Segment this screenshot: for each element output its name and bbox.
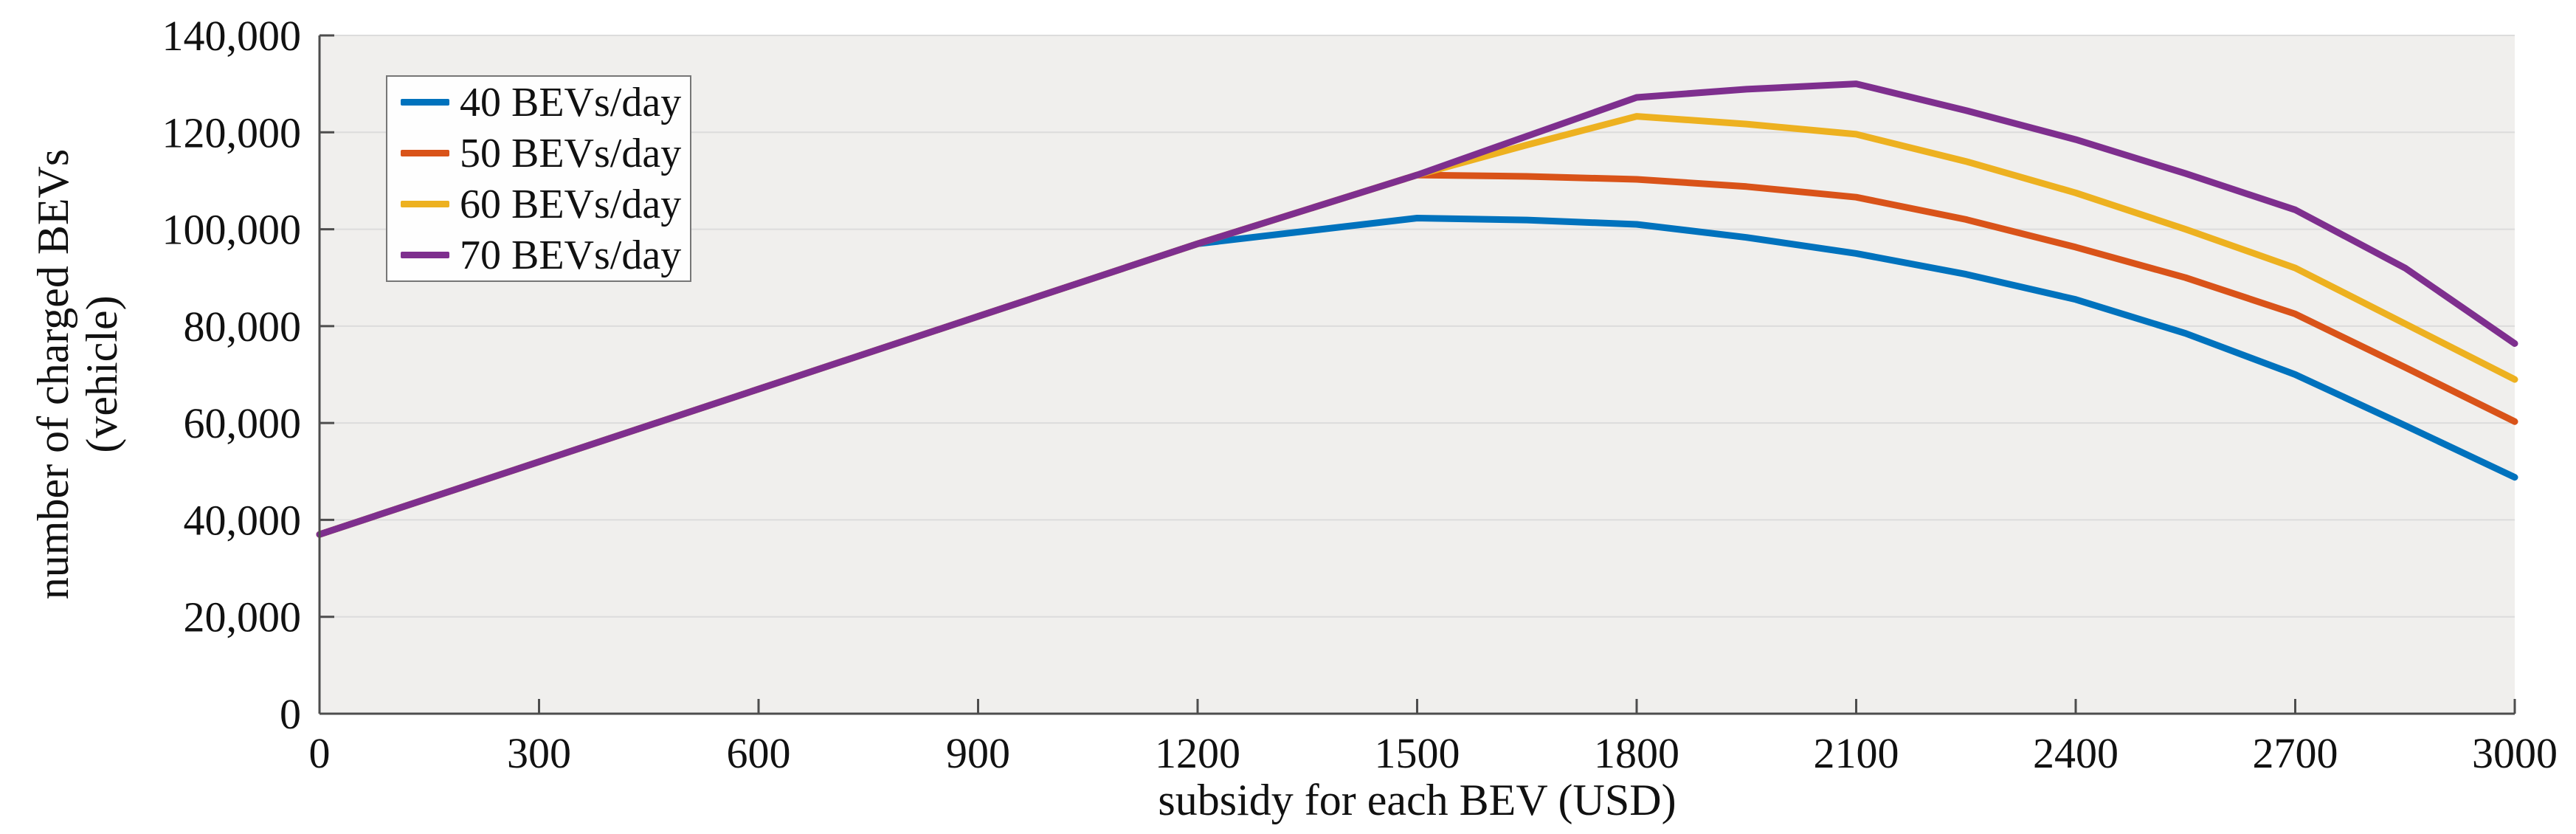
y-tick-label-0: 0 bbox=[280, 690, 301, 738]
legend-label-60: 60 BEVs/day bbox=[460, 181, 682, 227]
legend-swatch-60 bbox=[401, 201, 449, 207]
x-tick-label-2400: 2400 bbox=[2033, 729, 2119, 777]
legend-item-40-bevs: 40 BEVs/day bbox=[387, 77, 690, 128]
x-tick-label-900: 900 bbox=[946, 729, 1010, 777]
y-tick-label-100000: 100,000 bbox=[162, 206, 302, 254]
legend-item-50-bevs: 50 BEVs/day bbox=[387, 128, 690, 179]
y-tick-label-140000: 140,000 bbox=[162, 12, 302, 60]
x-tick-label-300: 300 bbox=[507, 729, 571, 777]
x-axis-label: subsidy for each BEV (USD) bbox=[1158, 776, 1677, 824]
legend-label-70: 70 BEVs/day bbox=[460, 232, 682, 278]
y-axis-label-line1: number of charged BEVs bbox=[29, 148, 77, 600]
x-tick-label-2100: 2100 bbox=[1814, 729, 1899, 777]
legend: 40 BEVs/day 50 BEVs/day 60 BEVs/day 70 B… bbox=[386, 75, 691, 282]
legend-swatch-70 bbox=[401, 252, 449, 258]
y-tick-label-80000: 80,000 bbox=[184, 303, 302, 351]
x-tick-label-1200: 1200 bbox=[1155, 729, 1240, 777]
legend-swatch-40 bbox=[401, 99, 449, 106]
series-line-70 bbox=[316, 80, 2518, 538]
y-axis-label: number of charged BEVs (vehicle) bbox=[29, 149, 126, 599]
x-tick-label-1800: 1800 bbox=[1594, 729, 1679, 777]
legend-swatch-50 bbox=[401, 150, 449, 156]
x-tick-label-2700: 2700 bbox=[2253, 729, 2338, 777]
legend-label-50: 50 BEVs/day bbox=[460, 130, 682, 176]
y-axis-label-line2: (vehicle) bbox=[77, 295, 126, 453]
y-tick-label-60000: 60,000 bbox=[184, 399, 302, 447]
y-tick-label-40000: 40,000 bbox=[184, 496, 302, 544]
legend-label-40: 40 BEVs/day bbox=[460, 79, 682, 125]
legend-item-70-bevs: 70 BEVs/day bbox=[387, 230, 690, 280]
y-tick-label-120000: 120,000 bbox=[162, 108, 302, 156]
x-tick-label-600: 600 bbox=[727, 729, 791, 777]
x-tick-label-0: 0 bbox=[309, 729, 331, 777]
x-tick-label-1500: 1500 bbox=[1375, 729, 1460, 777]
legend-item-60-bevs: 60 BEVs/day bbox=[387, 179, 690, 230]
y-tick-label-20000: 20,000 bbox=[184, 593, 302, 641]
x-tick-label-3000: 3000 bbox=[2472, 729, 2558, 777]
